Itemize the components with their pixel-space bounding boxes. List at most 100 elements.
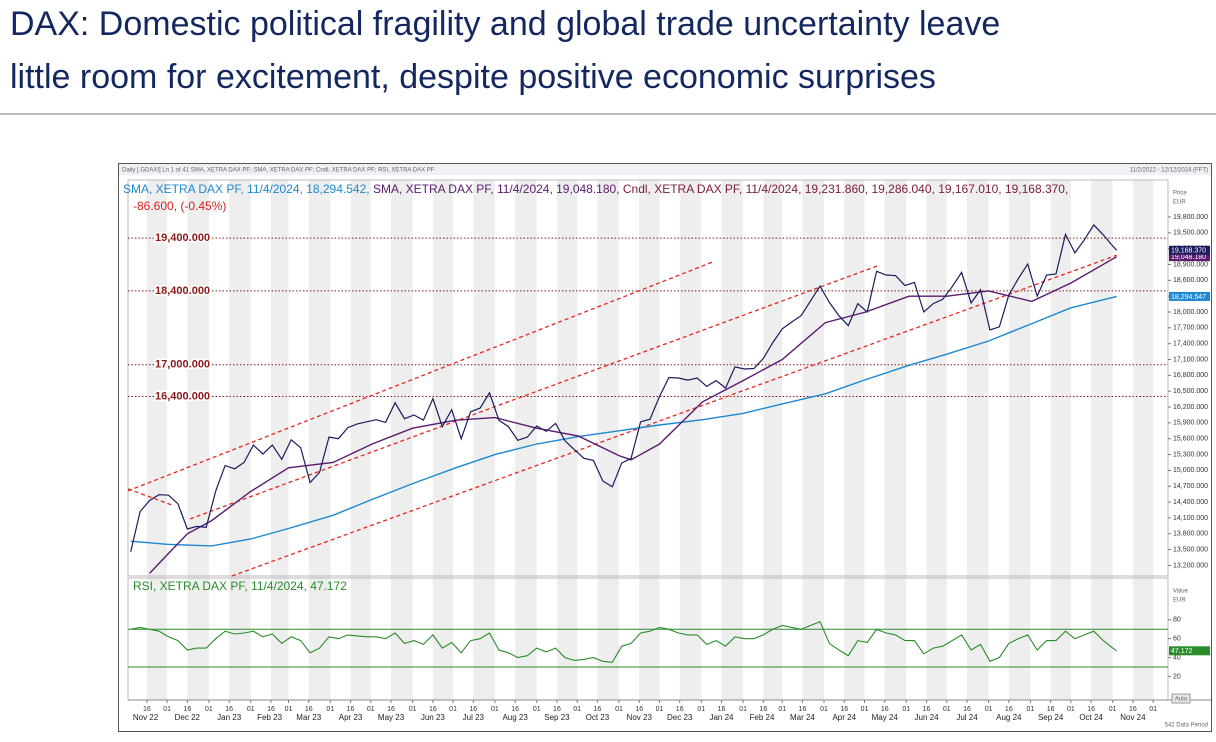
x-tick-label: Apr 23	[339, 713, 363, 722]
x-minor-tick-label: 01	[449, 706, 457, 713]
x-minor-tick-label: 16	[840, 706, 848, 713]
x-tick-label: Jan 23	[217, 713, 242, 722]
end-marker	[1169, 291, 1210, 301]
trendline	[231, 254, 1117, 577]
y-tick-label: 18,900.000	[1173, 261, 1208, 268]
chart-header: Daily [.GDAXI] Ln 1 of 41 SMA, XETRA DAX…	[122, 168, 435, 174]
time-band	[1132, 180, 1154, 700]
time-band	[763, 180, 783, 700]
x-minor-tick-label: 01	[285, 706, 293, 713]
x-tick-label: Jun 23	[421, 713, 446, 722]
x-tick-label: Nov 23	[627, 713, 653, 722]
rsi-axis-label: Value	[1173, 589, 1189, 595]
level-label: 18,400.000	[155, 285, 210, 297]
x-minor-tick-label: 16	[347, 706, 355, 713]
x-tick-label: May 23	[378, 713, 405, 722]
legend-entry: SMA, XETRA DAX PF, 11/4/2024, 19,048.180…	[373, 182, 620, 196]
time-band	[308, 180, 331, 700]
rsi-legend: RSI, XETRA DAX PF, 11/4/2024, 47.172	[133, 579, 347, 593]
x-minor-tick-label: 16	[225, 706, 233, 713]
end-marker-label: 47.172	[1171, 648, 1193, 655]
x-tick-label: Sep 23	[544, 713, 570, 722]
y-tick-label: 16,200.000	[1173, 404, 1208, 411]
auto-button-label[interactable]: Auto	[1175, 697, 1188, 703]
time-band	[721, 180, 744, 700]
time-band	[391, 180, 413, 700]
x-minor-tick-label: 01	[820, 706, 828, 713]
y-tick-label: 17,700.000	[1173, 325, 1208, 332]
time-band	[1050, 180, 1071, 700]
x-tick-label: Dec 22	[175, 713, 201, 722]
time-band	[350, 180, 371, 700]
x-minor-tick-label: 01	[615, 706, 623, 713]
x-tick-label: Feb 23	[257, 713, 282, 722]
y-tick-label: 13,800.000	[1173, 531, 1208, 538]
y-tick-label: 19,800.000	[1173, 214, 1208, 221]
x-minor-tick-label: 01	[778, 706, 786, 713]
x-tick-label: Jul 24	[956, 713, 978, 722]
trendline	[127, 488, 175, 507]
x-tick-label: Jun 24	[915, 713, 940, 722]
x-tick-label: Jan 24	[709, 713, 734, 722]
time-band	[1091, 180, 1113, 700]
x-minor-tick-label: 16	[305, 706, 313, 713]
x-tick-label: Nov 22	[133, 713, 159, 722]
x-minor-tick-label: 16	[594, 706, 602, 713]
end-marker-label: 19,168.370	[1171, 248, 1206, 255]
x-minor-tick-label: 16	[1005, 706, 1013, 713]
series-line	[149, 256, 1118, 574]
auto-button[interactable]	[1171, 693, 1191, 704]
x-minor-tick-label: 16	[759, 706, 767, 713]
y-tick-label: 16,500.000	[1173, 388, 1208, 395]
x-minor-tick-label: 01	[573, 706, 581, 713]
time-band	[1008, 180, 1031, 700]
end-marker-label: 18,294.547	[1171, 294, 1206, 301]
rsi-tick-label: 20	[1173, 673, 1181, 680]
plot-layer: 13,200.000 13,500.000 13,800.000 14,100.000…	[127, 214, 1210, 680]
price-change: -86.600, (-0.45%)	[133, 199, 226, 213]
rsi-tick-label: 60	[1173, 636, 1181, 643]
rsi-line	[130, 620, 1118, 663]
y-tick-label: 14,100.000	[1173, 515, 1208, 522]
x-minor-tick-label: 16	[718, 706, 726, 713]
x-minor-tick-label: 01	[409, 706, 417, 713]
x-tick-label: Dec 23	[667, 713, 693, 722]
rsi-axis-label: EUR	[1173, 598, 1186, 604]
rsi-tick-label: 80	[1173, 617, 1181, 624]
x-minor-tick-label: 16	[469, 706, 477, 713]
series-line	[130, 223, 1118, 552]
end-marker	[1169, 245, 1210, 255]
level-label: 19,400.000	[155, 232, 210, 244]
x-minor-tick-label: 01	[902, 706, 910, 713]
y-tick-label: 15,000.000	[1173, 467, 1208, 474]
y-tick-label: 17,100.000	[1173, 356, 1208, 363]
footer-note: 542 Data Period	[1165, 723, 1208, 729]
x-minor-tick-label: 01	[247, 706, 255, 713]
x-minor-tick-label: 01	[1149, 706, 1157, 713]
series-line	[130, 295, 1117, 547]
x-minor-tick-label: 16	[511, 706, 519, 713]
end-marker-label: 19,048.180	[1171, 254, 1206, 261]
time-band	[556, 180, 578, 700]
x-tick-label: May 24	[872, 713, 899, 722]
x-minor-tick-label: 16	[1047, 706, 1055, 713]
x-minor-tick-label: 16	[676, 706, 684, 713]
y-tick-label: 15,900.000	[1173, 420, 1208, 427]
x-minor-tick-label: 01	[163, 706, 171, 713]
time-band	[515, 180, 537, 700]
time-band	[926, 180, 947, 700]
y-tick-label: 15,600.000	[1173, 436, 1208, 443]
x-minor-tick-label: 16	[429, 706, 437, 713]
time-band	[432, 180, 454, 700]
x-minor-tick-label: 16	[183, 706, 191, 713]
x-minor-tick-label: 01	[326, 706, 334, 713]
x-tick-label: Jul 23	[463, 713, 485, 722]
y-tick-label: 16,800.000	[1173, 372, 1208, 379]
x-tick-label: Nov 24	[1120, 713, 1146, 722]
time-band	[270, 180, 289, 700]
x-minor-tick-label: 01	[533, 706, 541, 713]
price-panel	[127, 179, 1169, 577]
y-tick-label: 14,700.000	[1173, 483, 1208, 490]
